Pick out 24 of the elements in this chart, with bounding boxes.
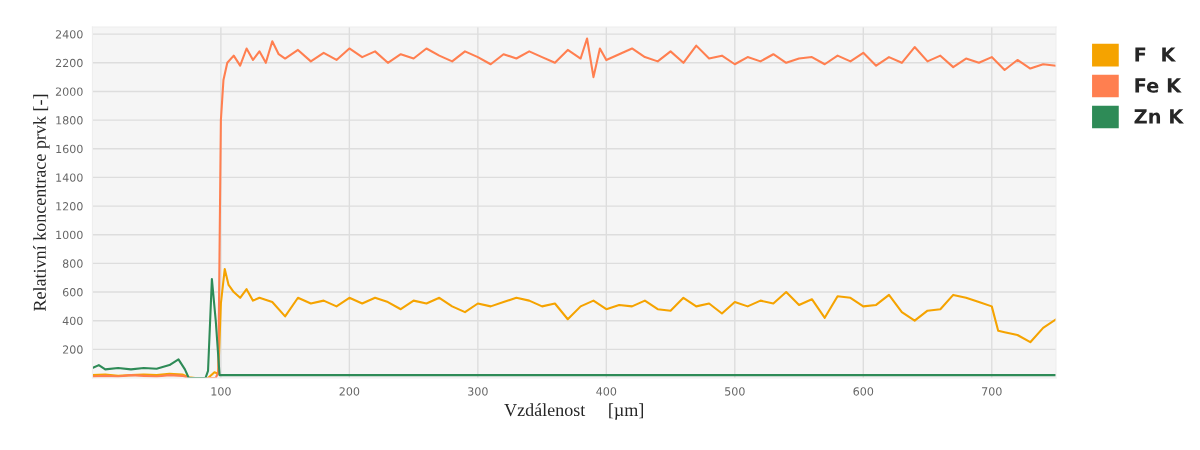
y-tick-label: 2200 bbox=[55, 58, 83, 68]
x-tick-label: 400 bbox=[596, 387, 617, 396]
y-tick-label: 600 bbox=[62, 288, 83, 297]
y-tick-label: 1200 bbox=[56, 202, 83, 211]
x-tick-label: 500 bbox=[725, 387, 745, 396]
x-tick-label: 700 bbox=[982, 387, 1002, 396]
legend-label: F K bbox=[1135, 47, 1177, 62]
y-tick-label: 200 bbox=[62, 345, 83, 354]
x-tick-label: 600 bbox=[853, 387, 874, 396]
y-tick-label: 2000 bbox=[55, 87, 83, 96]
y-tick-label: 400 bbox=[62, 316, 83, 326]
x-tick-label: 300 bbox=[468, 387, 488, 396]
y-tick-label: 800 bbox=[62, 259, 83, 268]
legend-label: Zn K bbox=[1134, 109, 1184, 124]
x-axis-title: Vzdálenost [µm] bbox=[504, 403, 643, 420]
y-tick-label: 1800 bbox=[56, 116, 83, 125]
y-axis-title: Relativní koncentrace prvk [-] bbox=[33, 94, 50, 312]
y-tick-label: 1400 bbox=[56, 173, 83, 182]
y-tick-label: 1600 bbox=[56, 144, 83, 154]
y-tick-label: 1000 bbox=[56, 230, 83, 240]
x-tick-label: 200 bbox=[339, 387, 360, 396]
legend-label: Fe K bbox=[1135, 78, 1182, 93]
y-tick-label: 2400 bbox=[55, 30, 83, 39]
x-tick-label: 100 bbox=[211, 387, 231, 396]
